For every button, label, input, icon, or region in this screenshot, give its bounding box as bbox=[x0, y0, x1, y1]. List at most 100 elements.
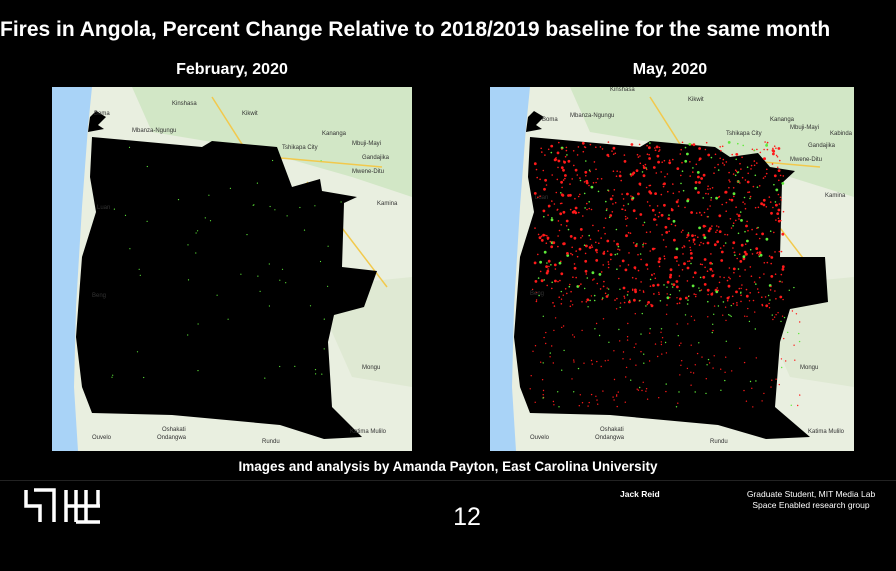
fire-pixel bbox=[571, 246, 573, 249]
fire-pixel bbox=[542, 362, 544, 364]
fire-pixel bbox=[590, 244, 593, 246]
fire-pixel bbox=[590, 185, 594, 189]
fire-pixel bbox=[197, 323, 199, 325]
fire-pixel bbox=[771, 163, 774, 165]
fire-pixel bbox=[548, 265, 550, 268]
fire-pixel bbox=[187, 334, 189, 336]
fire-pixel bbox=[715, 225, 718, 227]
fire-pixel bbox=[779, 174, 782, 177]
fire-pixel bbox=[550, 144, 554, 148]
fire-pixel bbox=[734, 169, 737, 171]
fire-pixel bbox=[686, 199, 690, 203]
fire-pixel bbox=[539, 270, 542, 273]
fire-pixel bbox=[687, 260, 689, 263]
fire-pixel bbox=[623, 154, 626, 156]
fire-pixel bbox=[204, 217, 206, 219]
fire-pixel bbox=[569, 183, 571, 185]
fire-pixel bbox=[590, 359, 593, 362]
fire-pixel bbox=[695, 163, 698, 166]
fire-pixel bbox=[613, 189, 616, 191]
fire-pixel bbox=[542, 233, 545, 237]
fire-pixel bbox=[595, 322, 598, 325]
fire-pixel bbox=[540, 235, 543, 237]
fire-pixel bbox=[542, 209, 546, 213]
fire-pixel bbox=[765, 172, 768, 175]
fire-pixel bbox=[692, 372, 695, 374]
fire-pixel bbox=[556, 151, 560, 155]
fire-pixel bbox=[684, 146, 687, 149]
fire-pixel bbox=[648, 360, 651, 362]
fire-pixel bbox=[721, 145, 724, 148]
fire-pixel bbox=[601, 148, 604, 150]
fire-pixel bbox=[646, 144, 648, 147]
fire-pixel bbox=[535, 300, 538, 303]
fire-pixel bbox=[746, 239, 749, 243]
fire-pixel bbox=[694, 391, 696, 393]
fire-pixel bbox=[679, 374, 681, 376]
fire-pixel bbox=[707, 293, 709, 296]
fire-pixel bbox=[681, 246, 684, 249]
fire-pixel bbox=[660, 171, 662, 173]
place-label: Kamina bbox=[825, 193, 846, 199]
fire-pixel bbox=[537, 253, 539, 256]
fire-pixel bbox=[688, 142, 692, 146]
fire-pixel bbox=[694, 295, 697, 298]
fire-pixel bbox=[690, 344, 692, 346]
fire-pixel bbox=[124, 214, 127, 216]
fire-pixel bbox=[607, 359, 609, 361]
fire-pixel bbox=[607, 155, 610, 158]
fire-pixel bbox=[558, 229, 561, 232]
fire-pixel bbox=[719, 157, 721, 160]
fire-pixel bbox=[661, 337, 664, 339]
fire-pixel bbox=[766, 168, 768, 171]
fire-pixel bbox=[319, 260, 322, 263]
fire-pixel bbox=[268, 263, 270, 265]
fire-pixel bbox=[678, 344, 681, 347]
fire-pixel bbox=[707, 153, 711, 157]
fire-pixel bbox=[764, 296, 767, 298]
fire-pixel bbox=[775, 204, 777, 207]
fire-pixel bbox=[586, 208, 588, 211]
fire-pixel bbox=[692, 238, 696, 242]
fire-pixel bbox=[649, 142, 651, 144]
fire-pixel bbox=[581, 141, 585, 145]
fire-pixel bbox=[652, 284, 655, 287]
fire-pixel bbox=[678, 391, 680, 393]
fire-pixel bbox=[609, 214, 613, 217]
fire-pixel bbox=[677, 402, 679, 404]
fire-pixel bbox=[608, 216, 611, 219]
fire-pixel bbox=[564, 174, 567, 177]
fire-pixel bbox=[246, 234, 248, 236]
fire-pixel bbox=[588, 207, 591, 210]
fire-pixel bbox=[736, 171, 739, 174]
fire-pixel bbox=[742, 144, 744, 147]
fire-pixel bbox=[675, 280, 679, 283]
presenter-name: Jack Reid bbox=[620, 489, 660, 499]
fire-pixel bbox=[579, 177, 581, 179]
fire-pixel bbox=[726, 299, 729, 302]
fire-pixel bbox=[718, 230, 722, 234]
fire-pixel bbox=[692, 171, 694, 173]
fire-pixel bbox=[546, 234, 548, 237]
fire-pixel bbox=[680, 182, 682, 185]
fire-pixel bbox=[737, 180, 739, 183]
fire-pixel bbox=[710, 253, 712, 255]
fire-pixel bbox=[584, 170, 588, 174]
fire-pixel bbox=[613, 378, 616, 381]
fire-pixel bbox=[761, 232, 764, 236]
fire-pixel bbox=[614, 201, 617, 204]
fire-pixel bbox=[745, 294, 749, 298]
fire-pixel bbox=[775, 154, 778, 157]
fire-pixel bbox=[549, 352, 551, 354]
fire-pixel bbox=[559, 279, 561, 282]
fire-pixel bbox=[703, 258, 707, 261]
fire-pixel bbox=[553, 305, 556, 307]
fire-pixel bbox=[710, 292, 714, 296]
fire-pixel bbox=[658, 293, 660, 295]
fire-pixel bbox=[694, 186, 698, 190]
fire-pixel bbox=[600, 237, 602, 239]
fire-pixel bbox=[585, 160, 587, 162]
place-label: Kananga bbox=[770, 117, 795, 123]
fire-pixel bbox=[725, 201, 728, 204]
fire-pixel bbox=[720, 368, 722, 370]
